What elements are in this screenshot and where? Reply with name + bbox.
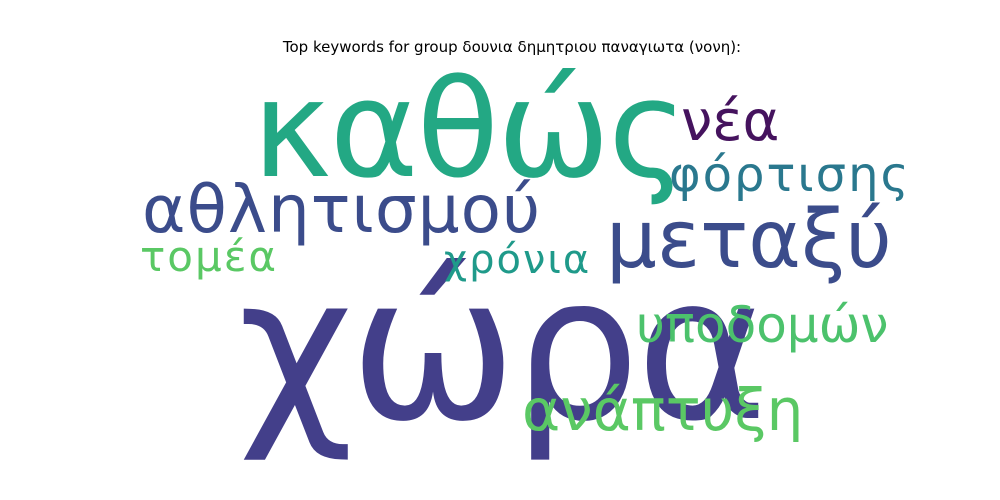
word-kathos: καθώς bbox=[252, 51, 687, 208]
chart-title: Top keywords for group δουνια δημητριου … bbox=[282, 38, 742, 56]
word-athlitismou: αθλητισμού bbox=[142, 171, 542, 248]
word-xora: χώρα bbox=[238, 233, 768, 466]
word-fortisis: φόρτισης bbox=[669, 147, 911, 203]
word-nea: νέα bbox=[681, 89, 780, 154]
word-anaptyxi: ανάπτυξη bbox=[522, 376, 804, 444]
word-metaxy: μεταξύ bbox=[606, 193, 892, 286]
word-ypodomon: υποδομών bbox=[636, 296, 889, 354]
word-tomea: τομέα bbox=[140, 232, 279, 281]
word-chronia: χρόνια bbox=[444, 237, 592, 283]
